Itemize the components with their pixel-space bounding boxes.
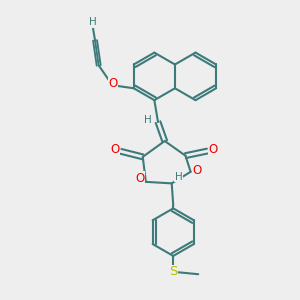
Text: H: H [89,17,97,27]
Text: O: O [108,77,118,90]
Text: O: O [192,164,201,177]
Text: O: O [110,143,119,156]
Text: O: O [135,172,144,185]
Text: H: H [175,172,182,182]
Text: O: O [209,143,218,156]
Text: S: S [169,265,177,278]
Text: H: H [144,115,152,125]
